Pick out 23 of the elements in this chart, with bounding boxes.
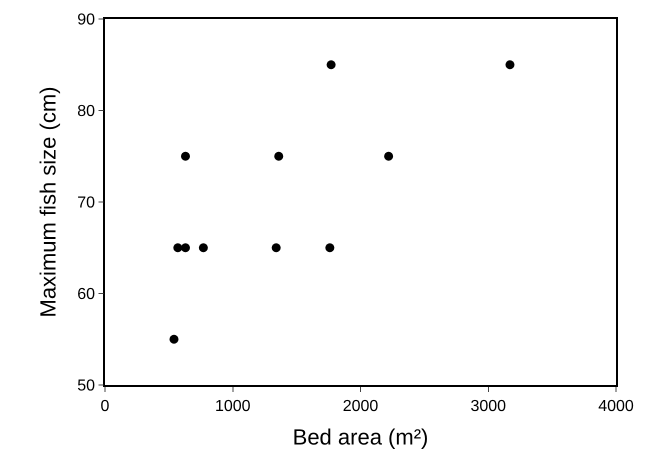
y-tick-label: 50 [77,378,96,395]
y-tick-label: 70 [77,194,96,212]
point [274,152,284,161]
y-tick-label: 60 [77,286,96,304]
x-tick-label: 1000 [214,398,251,415]
point [180,152,190,161]
point [326,60,336,70]
point [505,60,514,70]
y-tick-label: 90 [77,12,96,29]
x-tick-label: 0 [100,398,110,415]
point [325,243,334,252]
x-axis-title: Bed area (m²) [292,424,428,450]
point [169,334,178,344]
x-tick-label: 2000 [342,398,378,415]
x-tick-label: 3000 [470,398,506,415]
y-tick-label: 80 [77,103,96,120]
point [198,243,208,252]
x-tick-label: 4000 [598,398,634,415]
point [173,243,182,252]
point [180,243,190,252]
point [272,243,281,252]
y-axis-title: Maximum fish size (cm) [36,86,61,318]
point [384,152,394,161]
